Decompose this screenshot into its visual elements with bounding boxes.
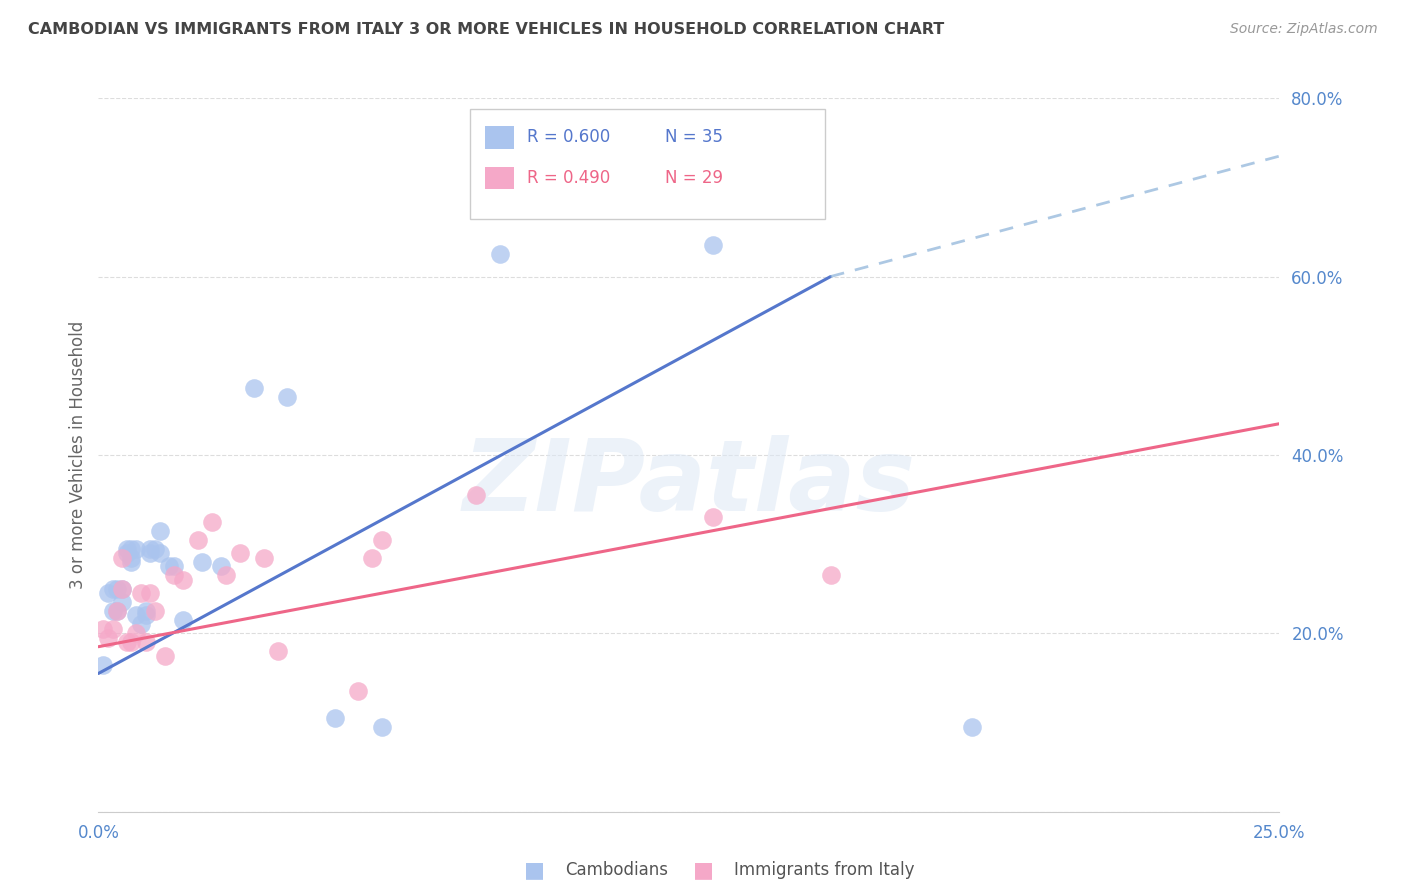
Point (101, 604, 124, 618)
Point (323, 711, 346, 725)
Point (187, 533, 209, 547)
Point (163, 568, 186, 582)
Text: R = 0.490: R = 0.490 (527, 169, 610, 187)
Point (962, 720, 984, 734)
Point (125, 608, 148, 623)
Point (243, 381, 266, 395)
Point (536, 194, 558, 208)
Y-axis label: 3 or more Vehicles in Household: 3 or more Vehicles in Household (69, 321, 87, 589)
Text: Immigrants from Italy: Immigrants from Italy (734, 861, 914, 879)
Point (115, 546, 138, 560)
Point (143, 604, 166, 618)
Point (129, 586, 152, 600)
Point (111, 582, 134, 596)
Point (105, 604, 128, 618)
Point (139, 541, 162, 556)
Point (121, 635, 143, 649)
Point (101, 622, 124, 636)
Point (702, 238, 724, 252)
Point (111, 582, 134, 596)
Point (105, 582, 128, 596)
Point (139, 546, 162, 560)
Point (149, 546, 172, 560)
Point (229, 546, 252, 560)
Point (157, 559, 180, 574)
Point (111, 550, 134, 565)
Text: CAMBODIAN VS IMMIGRANTS FROM ITALY 3 OR MORE VEHICLES IN HOUSEHOLD CORRELATION C: CAMBODIAN VS IMMIGRANTS FROM ITALY 3 OR … (28, 22, 945, 37)
Text: ■: ■ (524, 860, 544, 880)
Text: ZIPatlas: ZIPatlas (463, 435, 915, 532)
Point (91, 622, 114, 636)
Point (125, 541, 148, 556)
Point (361, 550, 384, 565)
Point (129, 617, 152, 632)
Point (276, 390, 298, 404)
Point (101, 582, 124, 596)
Point (105, 604, 128, 618)
Text: N = 35: N = 35 (665, 128, 723, 146)
Point (97, 586, 120, 600)
Point (115, 541, 138, 556)
Point (121, 555, 143, 569)
FancyBboxPatch shape (471, 109, 825, 219)
Point (191, 555, 214, 569)
Text: R = 0.600: R = 0.600 (527, 128, 610, 146)
Point (143, 541, 166, 556)
FancyBboxPatch shape (485, 167, 515, 189)
Point (215, 568, 238, 582)
Point (209, 559, 232, 574)
Text: N = 29: N = 29 (665, 169, 723, 187)
Point (121, 541, 143, 556)
Point (97, 631, 120, 645)
Point (135, 604, 157, 618)
Point (267, 644, 290, 658)
Point (172, 613, 194, 627)
Point (371, 533, 394, 547)
Point (172, 573, 194, 587)
Point (135, 635, 157, 649)
Point (125, 626, 148, 640)
Point (153, 648, 176, 663)
Point (163, 559, 186, 574)
FancyBboxPatch shape (485, 126, 515, 149)
Point (371, 720, 394, 734)
Text: Source: ZipAtlas.com: Source: ZipAtlas.com (1230, 22, 1378, 37)
Point (347, 684, 370, 698)
Point (139, 586, 162, 600)
Point (253, 550, 276, 565)
Point (489, 247, 512, 261)
Point (465, 488, 488, 502)
Point (149, 524, 172, 538)
Point (135, 608, 157, 623)
Point (111, 595, 134, 609)
Point (91, 657, 114, 672)
Text: Cambodians: Cambodians (565, 861, 668, 879)
Point (201, 515, 224, 529)
Point (115, 635, 138, 649)
Point (121, 550, 143, 565)
Text: ■: ■ (693, 860, 713, 880)
Point (820, 568, 842, 582)
Point (702, 510, 724, 524)
